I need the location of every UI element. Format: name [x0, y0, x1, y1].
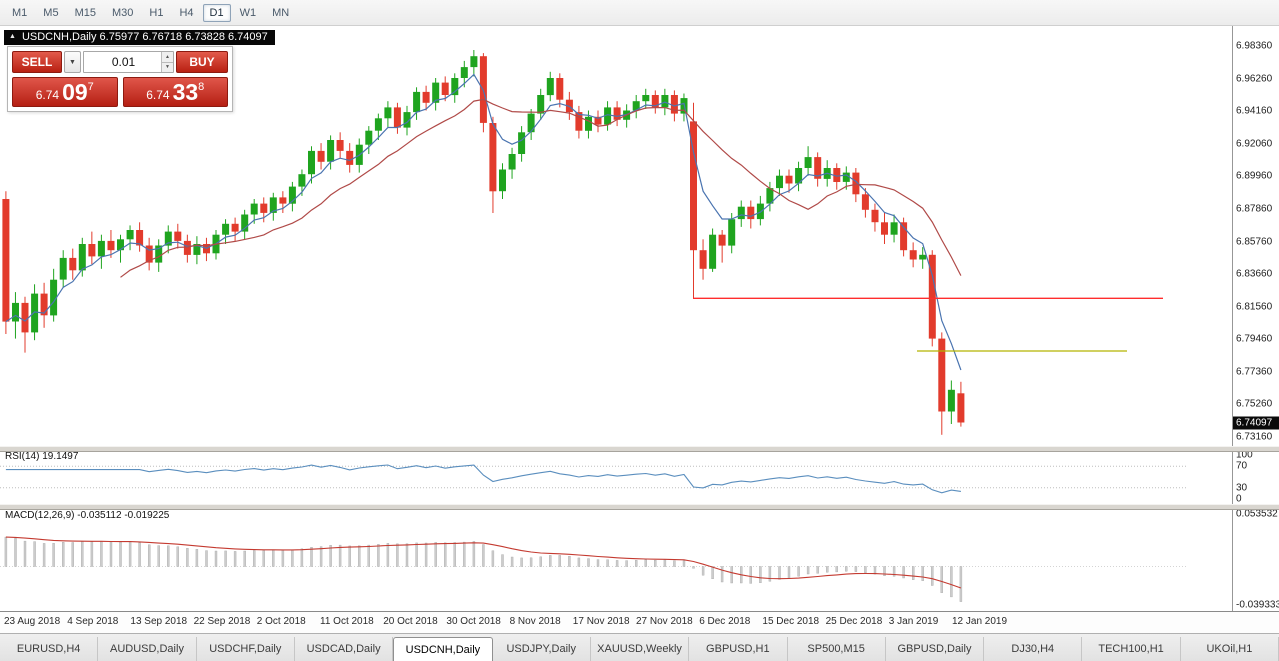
collapse-panel-icon[interactable]: ▲ — [9, 33, 16, 40]
date-axis-label: 11 Oct 2018 — [320, 616, 374, 627]
chart-tab-gbpusd-h1[interactable]: GBPUSD,H1 — [689, 637, 788, 661]
timeframe-button-mn[interactable]: MN — [265, 4, 296, 22]
chart-tab-usdcad-daily[interactable]: USDCAD,Daily — [295, 637, 394, 661]
chart-title-strip: ▲ USDCNH,Daily 6.75977 6.76718 6.73828 6… — [4, 30, 275, 45]
date-axis-label: 15 Dec 2018 — [762, 616, 820, 627]
price-scale-label: 6.92060 — [1236, 138, 1273, 150]
chart-title: USDCNH,Daily 6.75977 6.76718 6.73828 6.7… — [21, 31, 268, 43]
symbol-tabs-bar: EURUSD,H4 AUDUSD,Daily USDCHF,Daily USDCAD,… — [0, 633, 1279, 661]
date-axis-label: 13 Sep 2018 — [130, 616, 188, 627]
chart-tab-usdchf-daily[interactable]: USDCHF,Daily — [197, 637, 295, 661]
timeframe-button-d1[interactable]: D1 — [202, 3, 231, 22]
rsi-scale-label: 0 — [1236, 493, 1242, 505]
rsi-indicator-label: RSI(14) 19.1497 — [5, 451, 79, 462]
chart-window: ▲ USDCNH,Daily 6.75977 6.76718 6.73828 6… — [0, 26, 1279, 611]
timeframe-button-h4[interactable]: H4 — [172, 4, 200, 22]
date-axis-label: 8 Nov 2018 — [509, 616, 561, 627]
timeframe-button-m15[interactable]: M15 — [68, 4, 103, 22]
date-axis-label: 17 Nov 2018 — [572, 616, 630, 627]
date-axis-label: 2 Oct 2018 — [256, 616, 306, 627]
buy-price-pipette: 8 — [198, 81, 205, 93]
price-scale-label: 6.75260 — [1236, 398, 1273, 410]
chart-tab-eurusd-h4[interactable]: EURUSD,H4 — [0, 637, 99, 661]
sell-price-pips: 09 — [62, 78, 88, 105]
rsi-scale-label: 100 — [1236, 449, 1253, 461]
price-scale-label: 6.79460 — [1236, 333, 1273, 345]
buy-price-figure: 6.74 — [146, 88, 170, 102]
chart-tab-tech100-h1[interactable]: TECH100,H1 — [1082, 637, 1181, 661]
volume-increase-button[interactable]: ▲ — [162, 52, 173, 63]
buy-button[interactable]: BUY — [176, 51, 228, 73]
price-scale-label: 6.87860 — [1236, 203, 1273, 215]
timeframe-button-w1[interactable]: W1 — [233, 4, 264, 22]
macd-scale-label: 0.053532 — [1236, 508, 1278, 520]
date-axis-label: 30 Oct 2018 — [446, 616, 501, 627]
timeframe-button-m30[interactable]: M30 — [105, 4, 140, 22]
macd-panel-canvas[interactable] — [0, 508, 1187, 611]
date-axis-label: 4 Sep 2018 — [67, 616, 119, 627]
volume-decrease-button[interactable]: ▼ — [162, 62, 173, 72]
price-scale-label: 6.77360 — [1236, 366, 1273, 378]
sell-price-button[interactable]: 6.74 09 7 — [12, 77, 118, 107]
rsi-line — [5, 464, 961, 494]
rsi-scale-label: 70 — [1236, 460, 1248, 472]
price-scale-label: 6.83660 — [1236, 268, 1273, 280]
price-scale-label: 6.81560 — [1236, 301, 1273, 313]
price-scale-label: 6.73160 — [1236, 431, 1273, 443]
buy-price-button[interactable]: 6.74 33 8 — [122, 77, 228, 107]
ma-slow-line — [120, 98, 962, 278]
buy-price-pips: 33 — [172, 78, 199, 105]
macd-signal-line — [5, 536, 962, 589]
date-axis[interactable]: 23 Aug 2018 4 Sep 2018 13 Sep 2018 22 Sep 2… — [0, 611, 1279, 633]
date-axis-label: 22 Sep 2018 — [193, 616, 251, 627]
volume-spinner: ▲ ▼ — [161, 52, 173, 72]
price-scale-label: 6.89960 — [1236, 170, 1273, 182]
date-axis-label: 25 Dec 2018 — [825, 616, 883, 627]
chart-tab-xauusd-weekly[interactable]: XAUUSD,Weekly — [591, 637, 690, 661]
timeframe-button-m5[interactable]: M5 — [36, 4, 65, 22]
panel-splitter[interactable] — [0, 446, 1279, 452]
price-scale-label: 6.94160 — [1236, 105, 1273, 117]
ma-fast-line — [5, 73, 962, 371]
timeframe-toolbar: M1 M5 M15 M30 H1 H4 D1 W1 MN — [0, 0, 1279, 26]
date-axis-label: 12 Jan 2019 — [952, 616, 1008, 627]
chart-tab-dj30-h4[interactable]: DJ30,H4 — [984, 637, 1083, 661]
chart-tab-usdjpy-daily[interactable]: USDJPY,Daily — [493, 637, 591, 661]
price-scale-label: 6.98360 — [1236, 40, 1273, 52]
sell-button[interactable]: SELL — [12, 51, 62, 73]
date-axis-label: 23 Aug 2018 — [4, 616, 61, 627]
chart-tab-usdcnh-daily[interactable]: USDCNH,Daily — [393, 637, 493, 661]
chart-tab-gbpusd-daily[interactable]: GBPUSD,Daily — [886, 637, 985, 661]
sell-price-pipette: 7 — [87, 81, 94, 93]
price-scale-label: 6.96260 — [1236, 73, 1273, 85]
timeframe-button-m1[interactable]: M1 — [5, 4, 34, 22]
date-axis-label: 20 Oct 2018 — [383, 616, 438, 627]
sell-price-figure: 6.74 — [35, 88, 60, 102]
rsi-scale-label: 30 — [1236, 482, 1248, 494]
volume-field: ▲ ▼ — [83, 51, 174, 73]
macd-indicator-label: MACD(12,26,9) -0.035112 -0.019225 — [5, 510, 170, 521]
price-scale-label: 6.85760 — [1236, 236, 1273, 247]
volume-input[interactable] — [84, 52, 173, 72]
timeframe-button-h1[interactable]: H1 — [142, 4, 170, 22]
date-axis-label: 6 Dec 2018 — [699, 616, 751, 627]
panel-splitter[interactable] — [0, 504, 1279, 510]
one-click-trading-panel: SELL ▼ ▲ ▼ BUY 6.74 09 7 6.7 — [7, 46, 233, 112]
macd-scale-label: -0.039333 — [1236, 599, 1279, 611]
chart-tab-ukoil-h1[interactable]: UKOil,H1 — [1181, 637, 1279, 661]
macd-histogram — [4, 536, 963, 602]
price-scale[interactable]: 6.98360 6.96260 6.94160 6.92060 6.89960 6.878… — [1232, 26, 1279, 611]
main-chart-canvas[interactable] — [0, 26, 1187, 446]
rsi-panel-canvas[interactable] — [0, 450, 1187, 504]
current-price-badge: 6.74097 — [1233, 416, 1279, 429]
volume-dropdown-button[interactable]: ▼ — [64, 51, 81, 73]
chart-tab-sp500-m15[interactable]: SP500,M15 — [788, 637, 886, 661]
chart-tab-audusd-daily[interactable]: AUDUSD,Daily — [98, 637, 197, 661]
date-axis-label: 3 Jan 2019 — [888, 616, 939, 627]
date-axis-label: 27 Nov 2018 — [636, 616, 693, 627]
